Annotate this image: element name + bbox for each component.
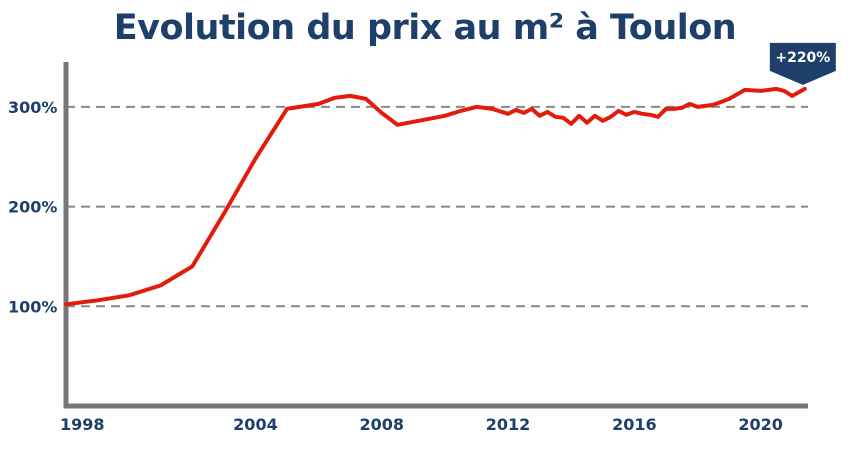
badge-label: +220% — [775, 50, 830, 66]
x-tick-label: 2004 — [233, 415, 278, 434]
y-tick-label: 100% — [8, 297, 57, 316]
x-tick-label: 2012 — [486, 415, 531, 434]
x-tick-labels: 1998 2004 2008 2012 2016 2020 — [60, 415, 783, 434]
series-line-0 — [64, 86, 807, 307]
x-tick-label: 2016 — [612, 415, 657, 434]
series-layer — [64, 86, 807, 307]
y-tick-label: 300% — [8, 98, 57, 117]
x-tick-label: 1998 — [60, 415, 105, 434]
x-tick-label: 2020 — [738, 415, 783, 434]
badge-shape — [769, 42, 836, 85]
axes — [63, 62, 808, 409]
change-badge: +220% — [769, 42, 836, 85]
chart-title: Evolution du prix au m² à Toulon — [113, 8, 737, 48]
x-tick-label: 2008 — [359, 415, 404, 434]
y-tick-labels: 100% 200% 300% — [8, 98, 57, 316]
y-tick-label: 200% — [8, 198, 57, 217]
